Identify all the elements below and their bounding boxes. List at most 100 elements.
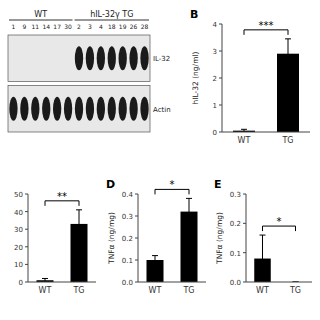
blot-band — [108, 97, 116, 121]
marks — [37, 210, 88, 282]
y-axis — [222, 24, 223, 132]
blot-band — [20, 97, 28, 121]
y-tick-label: 50 — [14, 191, 23, 199]
x-tick-label: WT — [39, 286, 52, 295]
blot-band — [119, 97, 127, 121]
blot-band — [97, 97, 105, 121]
group-label: hIL-32γ TG — [90, 10, 133, 19]
significance-label: * — [277, 216, 282, 227]
blot-band — [140, 97, 148, 121]
y-axis — [28, 194, 29, 282]
bar-panel: 0.00.10.20.30.4WTTGTNFα (ng/mg)D* — [106, 178, 206, 295]
marks — [147, 198, 198, 282]
error-bar-cap — [285, 68, 291, 69]
y-tick-label: 0.4 — [122, 191, 134, 199]
x-axis — [246, 282, 312, 283]
error-bar-cap — [186, 198, 192, 199]
sample-label: 14 — [42, 23, 50, 30]
sample-label: 3 — [88, 23, 92, 30]
blot-band — [75, 46, 83, 70]
blot-band — [108, 46, 116, 70]
blot-band — [31, 97, 39, 121]
blot-band — [97, 46, 105, 70]
y-tick-label: 2 — [213, 75, 217, 83]
panel-label: B — [190, 8, 198, 21]
significance-label: *** — [259, 20, 274, 31]
x-tick-label: TG — [182, 286, 194, 295]
blot-band — [129, 46, 137, 70]
error-bar-line — [288, 39, 289, 69]
y-tick-label: 0 — [19, 279, 23, 287]
error-bar — [260, 235, 266, 282]
blot-band — [86, 97, 94, 121]
error-bar-line — [45, 278, 46, 282]
band-label: IL-32 — [153, 55, 170, 63]
y-tick-label: 0.3 — [230, 191, 241, 199]
error-bar-cap — [42, 278, 48, 279]
figure: WThIL-32γ TG191114173023418192628IL-32Ac… — [0, 0, 320, 320]
sample-label: 28 — [141, 23, 149, 30]
blot-band — [119, 46, 127, 70]
x-tick-label: TG — [281, 136, 293, 145]
bar-panel: 01234WTTGhIL-32 (ng/ml)B*** — [190, 8, 310, 145]
x-axis — [28, 282, 96, 283]
y-axis-label: TNFα (ng/mg) — [215, 212, 224, 265]
blot-strip — [8, 86, 150, 133]
y-tick-label: 40 — [14, 209, 23, 217]
error-bar — [186, 198, 192, 224]
y-tick-label: 0.2 — [230, 220, 241, 228]
y-tick-label: 20 — [14, 244, 23, 252]
blot-band — [42, 97, 50, 121]
x-tick-label: WT — [256, 286, 269, 295]
panel-label: D — [106, 178, 115, 191]
sample-label: 19 — [119, 23, 127, 30]
x-tick-label: TG — [289, 286, 301, 295]
error-bar-cap — [152, 255, 158, 256]
group-bracket — [75, 20, 149, 21]
group-label: WT — [34, 10, 47, 19]
sample-label: 4 — [99, 23, 103, 30]
error-bar-cap — [76, 238, 82, 239]
error-bar — [285, 39, 291, 69]
error-bar-cap — [186, 224, 192, 225]
blot-band — [140, 46, 148, 70]
blot-band — [53, 97, 61, 121]
marks — [233, 39, 299, 132]
significance-label: ** — [57, 191, 67, 202]
blot-band — [86, 46, 94, 70]
y-axis-label: hIL-32 (ng/ml) — [191, 51, 200, 104]
blot-band — [9, 97, 17, 121]
error-bar-cap — [260, 235, 266, 236]
y-tick-label: 0.3 — [122, 213, 133, 221]
x-tick-label: WT — [238, 136, 251, 145]
y-tick-label: 1 — [213, 102, 217, 110]
error-bar-cap — [241, 129, 247, 130]
sample-label: 1 — [12, 23, 16, 30]
error-bar-cap — [152, 264, 158, 265]
blot-band — [64, 97, 72, 121]
marks — [254, 235, 298, 282]
blot-band — [75, 97, 83, 121]
band-label: Actin — [153, 106, 171, 114]
y-axis-label: TNFα (ng/mg) — [107, 212, 116, 265]
sample-label: 9 — [22, 23, 26, 30]
bar-panel: 01020304050WTTG** — [14, 191, 96, 295]
y-tick-label: 0.1 — [122, 257, 133, 265]
sample-label: 18 — [108, 23, 116, 30]
sample-label: 26 — [130, 23, 138, 30]
x-axis — [138, 282, 206, 283]
significance-label: * — [170, 179, 175, 190]
sample-label: 30 — [64, 23, 72, 30]
panel-label: E — [214, 178, 222, 191]
sample-label: 11 — [31, 23, 39, 30]
error-bar-cap — [76, 209, 82, 210]
x-axis — [222, 132, 310, 133]
y-tick-label: 0.0 — [122, 279, 133, 287]
y-tick-label: 10 — [14, 261, 23, 269]
y-tick-label: 0 — [213, 129, 217, 137]
y-tick-label: 3 — [213, 48, 217, 56]
sample-label: 2 — [77, 23, 81, 30]
x-tick-label: TG — [72, 286, 84, 295]
error-bar — [42, 278, 48, 282]
bar-panel: 0.00.10.20.3WTTGTNFα (ng/mg)E* — [214, 178, 312, 295]
